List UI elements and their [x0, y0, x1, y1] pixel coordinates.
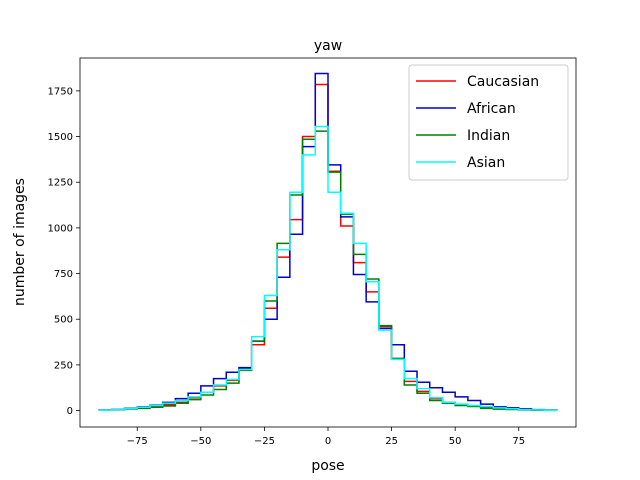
legend-box	[408, 64, 569, 181]
x-tick-label: −25	[254, 436, 275, 447]
x-tick-label: −75	[127, 436, 148, 447]
y-tick-label: 0	[67, 406, 73, 417]
y-tick-label: 750	[54, 269, 73, 280]
legend-label-indian: Indian	[467, 128, 510, 144]
y-tick-label: 1250	[48, 178, 73, 189]
legend: Caucasian African Indian Asian	[408, 64, 569, 181]
chart-title: yaw	[314, 38, 342, 54]
x-tick-label: 25	[385, 436, 398, 447]
y-tick-label: 250	[54, 360, 73, 371]
legend-label-caucasian: Caucasian	[467, 74, 539, 90]
plot-area	[98, 72, 558, 412]
y-tick-label: 1750	[48, 86, 73, 97]
legend-label-african: African	[467, 101, 516, 117]
x-tick-label: 0	[325, 436, 331, 447]
y-axis: 0 250 500 750 1000 1250 1500 1750	[48, 86, 80, 417]
series-asian-line	[98, 125, 558, 411]
y-tick-label: 1500	[48, 132, 73, 143]
y-axis-label: number of images	[12, 178, 28, 306]
legend-label-asian: Asian	[467, 155, 505, 171]
y-tick-label: 500	[54, 315, 73, 326]
x-axis: −75 −50 −25 0 25 50 75	[127, 427, 525, 447]
x-tick-label: −50	[190, 436, 211, 447]
y-tick-label: 1000	[48, 223, 73, 234]
x-axis-label: pose	[311, 458, 344, 474]
x-tick-label: 75	[512, 436, 525, 447]
x-tick-label: 50	[449, 436, 462, 447]
